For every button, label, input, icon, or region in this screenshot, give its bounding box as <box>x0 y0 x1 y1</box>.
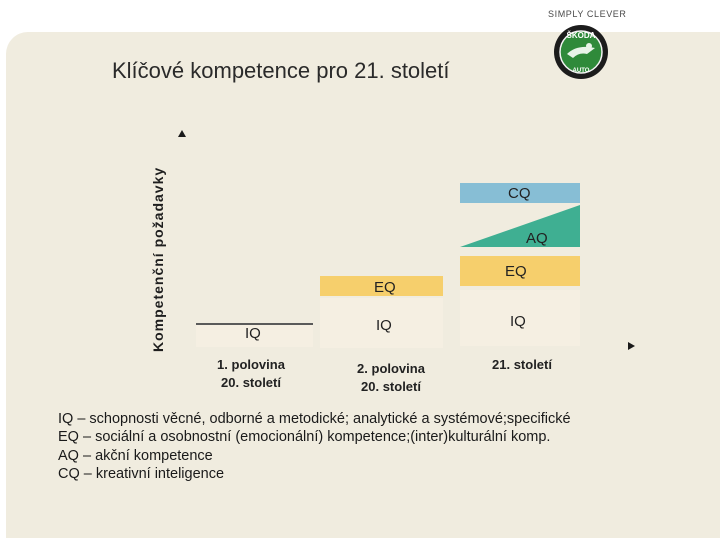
skoda-logo: ŠKODA AUTO <box>554 25 608 79</box>
legend: IQ – schopnosti věcné, odborné a metodic… <box>58 410 571 484</box>
period1-iq-bar <box>196 323 313 347</box>
legend-item-aq: AQ – akční kompetence <box>58 447 213 464</box>
logo-subtext: AUTO <box>573 68 590 74</box>
logo-text: ŠKODA <box>567 31 596 40</box>
period3-iq-bar <box>460 290 580 346</box>
x-axis-arrow-icon <box>628 342 635 350</box>
slide-title: Klíčové kompetence pro 21. století <box>112 58 450 83</box>
period3-eq-label: EQ <box>505 263 527 280</box>
period3-cq-bar <box>460 183 580 203</box>
period1-label: 1. polovina 20. století <box>217 357 285 390</box>
period2-iq-label: IQ <box>376 317 392 334</box>
period2-iq-bar <box>320 298 443 348</box>
period3-aq-label: AQ <box>526 230 548 247</box>
period1-iq-label: IQ <box>245 325 261 342</box>
legend-item-eq: EQ – sociální a osobnostní (emocionální)… <box>58 429 551 446</box>
period3-label: 21. století <box>492 357 552 372</box>
period2-eq-bar <box>320 276 443 296</box>
period3-aq-wedge <box>460 205 580 247</box>
period2-eq-label: EQ <box>374 279 396 296</box>
period3-eq-bar <box>460 256 580 286</box>
legend-item-iq: IQ – schopnosti věcné, odborné a metodic… <box>58 411 571 427</box>
period2-label: 2. polovina 20. století <box>357 361 425 394</box>
period3-iq-label: IQ <box>510 313 526 330</box>
period3-cq-label: CQ <box>508 185 531 202</box>
legend-item-cq: CQ – kreativní inteligence <box>58 466 225 483</box>
brand-tagline: SIMPLY CLEVER <box>548 9 627 19</box>
y-axis-label: Kompetenční požadavky <box>150 166 166 352</box>
y-axis-arrow-icon <box>178 130 186 137</box>
